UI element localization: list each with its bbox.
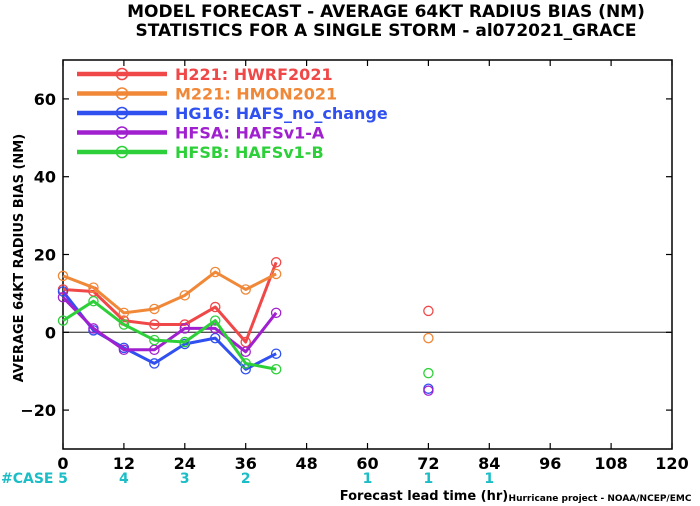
data-point	[270, 307, 282, 319]
data-point	[270, 268, 282, 280]
data-point	[423, 367, 434, 379]
data-point	[57, 292, 69, 303]
data-point	[270, 257, 282, 268]
cases-label: #CASE	[1, 471, 54, 487]
data-point	[149, 303, 160, 315]
data-point	[88, 323, 99, 334]
x-tick-label: 36	[235, 454, 257, 473]
series-2	[57, 266, 434, 344]
series-line	[62, 261, 278, 344]
data-point	[149, 334, 160, 346]
case-counts: 5 4 3 2 1 1 1	[58, 471, 494, 487]
legend-label: HFSA: HAFSv1-A	[175, 124, 325, 143]
case-count: 3	[180, 471, 190, 487]
legend-label: H221: HWRF2021	[175, 65, 333, 84]
y-tick-label: 60	[34, 90, 56, 109]
data-point	[118, 319, 130, 330]
x-tick-label: 120	[655, 454, 688, 473]
series-4	[57, 292, 434, 396]
x-tick-label: 72	[417, 454, 439, 473]
x-tick-label: 60	[356, 454, 378, 473]
data-point	[179, 336, 191, 348]
x-tick-label: 108	[594, 454, 627, 473]
data-point	[88, 282, 99, 293]
y-tick-label: −20	[20, 401, 56, 420]
data-point	[209, 266, 221, 278]
legend-label: M221: HMON2021	[175, 85, 337, 104]
x-tick-label: 48	[295, 454, 317, 473]
chart-subtitle: STATISTICS FOR A SINGLE STORM - al072021…	[136, 21, 637, 41]
axis-ticks: 0 12 24 36 48 60 72 84 96 108 120 −20 0 20 40 60	[20, 60, 689, 473]
data-point	[209, 315, 221, 326]
data-point	[423, 305, 434, 317]
case-count: 1	[363, 471, 373, 487]
data-point	[179, 290, 191, 301]
case-count: 4	[119, 471, 129, 487]
data-point	[149, 319, 160, 330]
x-tick-label: 84	[478, 454, 500, 473]
series-5	[57, 295, 434, 379]
data-point	[149, 358, 160, 369]
data-point	[209, 301, 221, 313]
data-point	[423, 332, 434, 344]
data-point	[270, 364, 282, 375]
series-line	[61, 296, 278, 354]
x-tick-label: 0	[57, 454, 68, 473]
data-point	[179, 323, 191, 334]
case-count: 1	[424, 471, 434, 487]
x-tick-label: 96	[539, 454, 561, 473]
legend-marker	[115, 126, 129, 139]
data-point	[88, 295, 99, 307]
data-point	[118, 307, 130, 319]
data-point	[423, 385, 434, 396]
legend-marker	[115, 145, 129, 159]
legend-label: HFSB: HAFSv1-B	[175, 143, 324, 162]
y-tick-label: 20	[34, 246, 56, 265]
x-axis-label: Forecast lead time (hr)	[340, 489, 508, 504]
legend-marker	[115, 67, 129, 81]
data-point	[240, 346, 251, 357]
series-line	[62, 299, 277, 371]
data-point	[57, 315, 69, 326]
case-count: 5	[58, 471, 68, 487]
data-point	[118, 344, 130, 356]
x-tick-label: 24	[174, 454, 196, 473]
data-point	[270, 348, 282, 359]
case-count: 1	[484, 471, 494, 487]
credit-text: Hurricane project - NOAA/NCEP/EMC	[509, 494, 692, 504]
y-tick-label: 0	[45, 323, 56, 342]
case-count: 2	[241, 471, 251, 487]
legend-marker	[115, 87, 129, 100]
data-point	[57, 270, 69, 282]
y-axis-label: AVERAGE 64KT RADIUS BIAS (NM)	[12, 134, 27, 382]
series-line	[62, 270, 277, 315]
legend-label: HG16: HAFS_no_change	[175, 104, 388, 123]
y-tick-label: 40	[34, 168, 56, 187]
data-point	[240, 358, 251, 369]
chart-title: MODEL FORECAST - AVERAGE 64KT RADIUS BIA…	[127, 2, 645, 22]
series-1	[57, 257, 434, 348]
data-point	[57, 286, 69, 297]
x-tick-label: 12	[113, 454, 135, 473]
data-point	[240, 284, 251, 295]
legend-marker	[115, 106, 129, 120]
series-group	[57, 257, 434, 396]
